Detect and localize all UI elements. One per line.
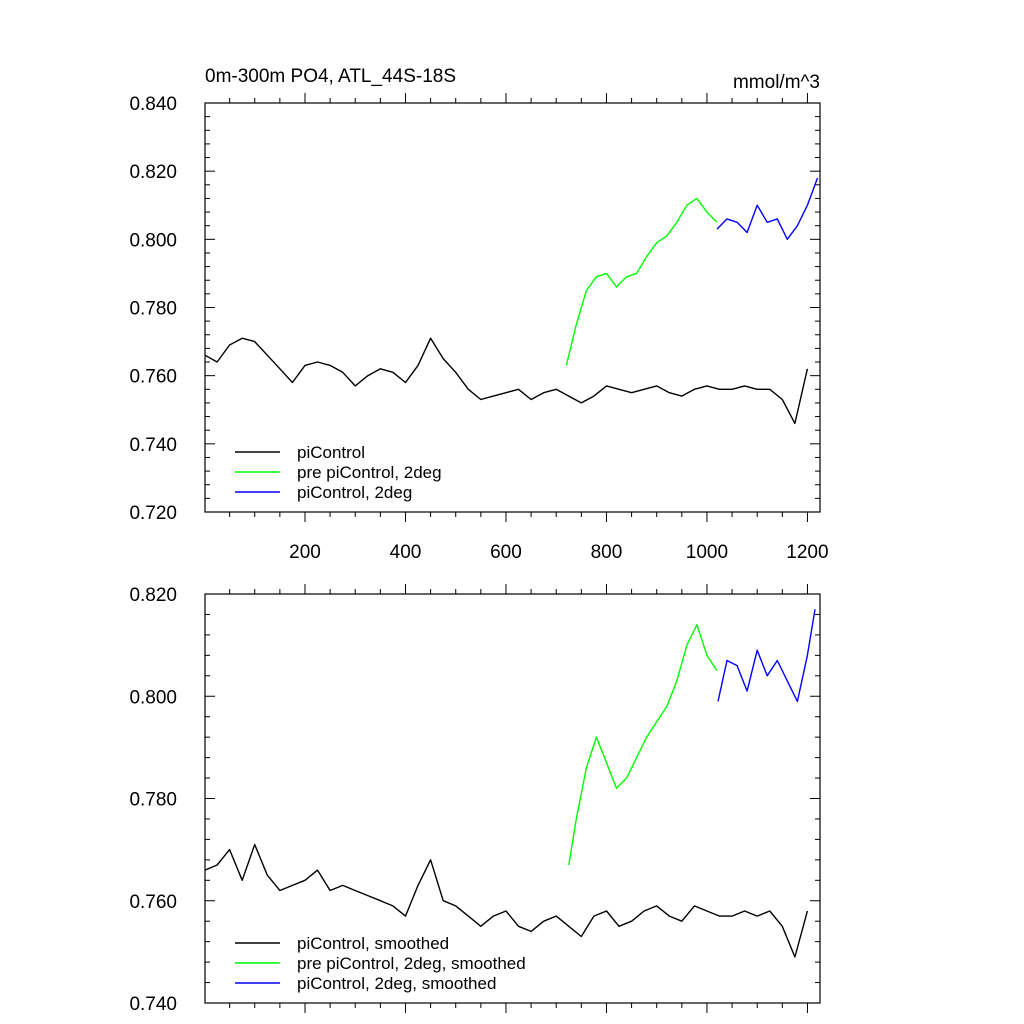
y-tick-label: 0.840 <box>129 94 177 115</box>
y-tick-label: 0.760 <box>129 892 177 913</box>
top-chart-units: mmol/m^3 <box>733 72 820 93</box>
series-line-0 <box>204 843 809 958</box>
legend-label: piControl, 2deg <box>297 483 412 502</box>
legend-label: piControl, 2deg, smoothed <box>297 974 496 993</box>
x-tick-label: 200 <box>289 542 321 563</box>
x-tick-label: 400 <box>390 542 422 563</box>
legend-label: piControl <box>297 443 365 462</box>
y-tick-label: 0.740 <box>129 435 177 456</box>
series-line-1 <box>568 624 718 866</box>
legend-label: pre piControl, 2deg, smoothed <box>297 954 526 973</box>
top-series-group <box>204 177 819 425</box>
x-tick-label: 1200 <box>786 542 828 563</box>
y-tick-label: 0.780 <box>129 790 177 811</box>
x-tick-label: 800 <box>591 542 623 563</box>
y-tick-label: 0.800 <box>129 687 177 708</box>
x-tick-label: 600 <box>490 542 522 563</box>
y-tick-label: 0.740 <box>129 994 177 1015</box>
y-tick-label: 0.780 <box>129 299 177 320</box>
legend-label: piControl, smoothed <box>297 934 449 953</box>
top-panel: 0m-300m PO4, ATL_44S-18S mmol/m^3 0.7200… <box>129 66 828 563</box>
top-axis-ticks: 0.720 0.740 0.760 0.780 0.800 0.820 0.840 200 40… <box>129 93 829 563</box>
y-tick-label: 0.820 <box>129 162 177 183</box>
series-line-0 <box>204 337 809 425</box>
bottom-axis-ticks: 0.740 0.760 0.780 0.800 0.820 <box>129 584 820 1015</box>
y-tick-label: 0.760 <box>129 367 177 388</box>
bottom-panel: 0.740 0.760 0.780 0.800 0.820 piControl, smo… <box>129 584 821 1015</box>
legend-label: pre piControl, 2deg <box>297 463 442 482</box>
series-line-2 <box>717 609 816 703</box>
series-line-1 <box>565 197 718 366</box>
top-chart-title: 0m-300m PO4, ATL_44S-18S <box>205 66 456 87</box>
x-tick-label: 1000 <box>686 542 728 563</box>
y-tick-label: 0.800 <box>129 230 177 251</box>
y-tick-label: 0.820 <box>129 585 177 606</box>
y-tick-label: 0.720 <box>129 503 177 524</box>
series-line-2 <box>716 177 819 241</box>
bottom-series-group <box>204 609 816 958</box>
